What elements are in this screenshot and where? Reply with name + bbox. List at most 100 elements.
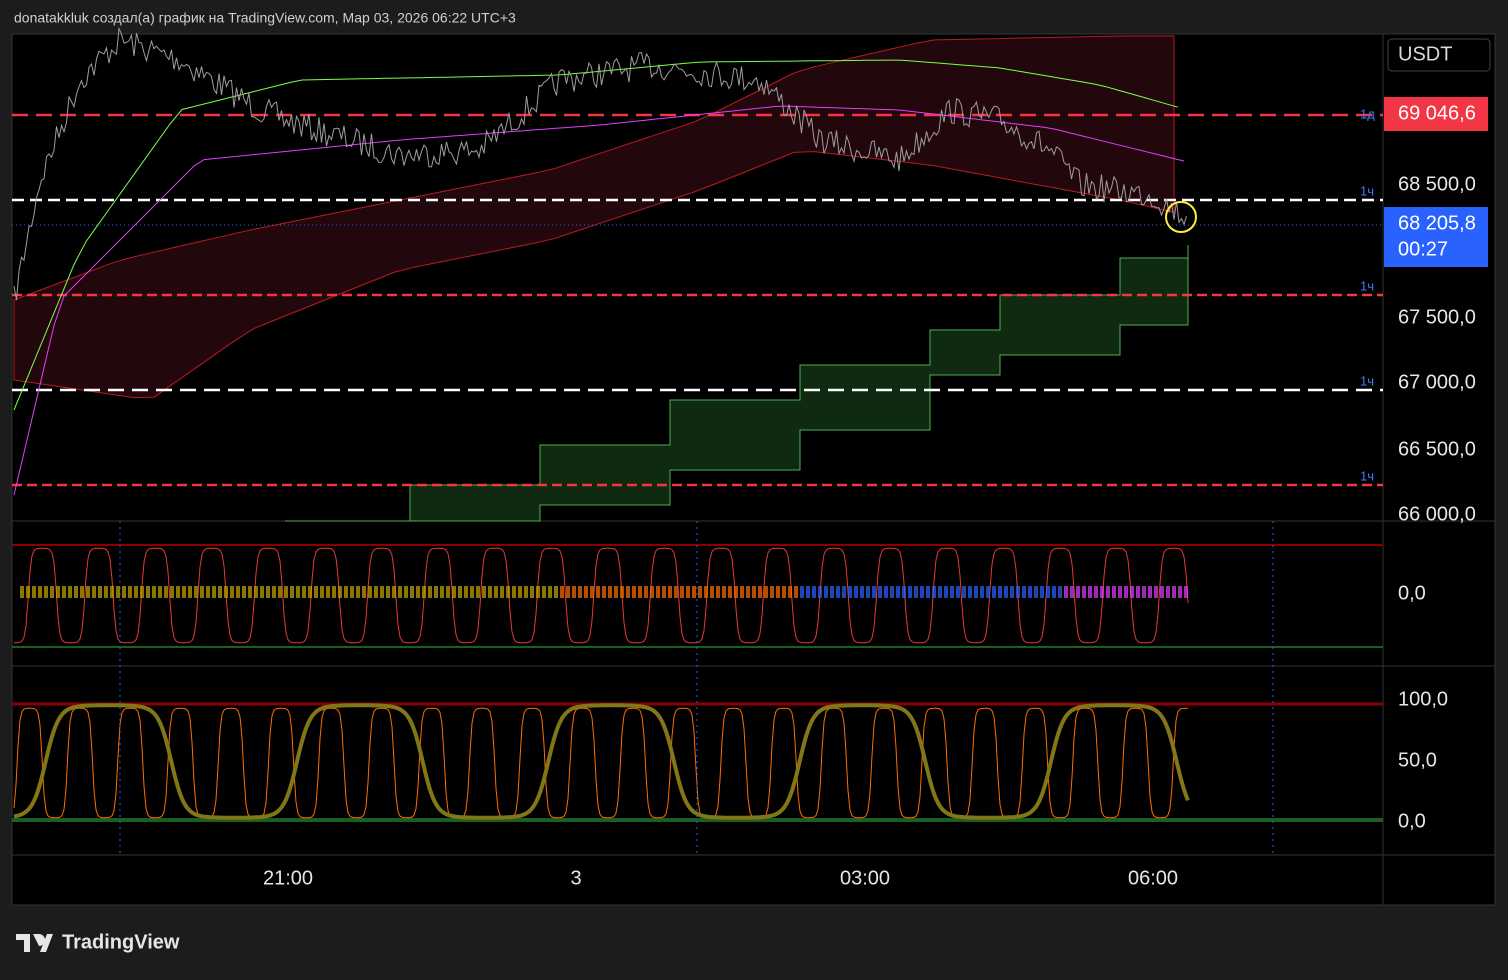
histogram [206, 586, 210, 598]
histogram [1130, 586, 1134, 598]
histogram [854, 586, 858, 598]
osc-label: 0,0 [1398, 810, 1426, 832]
histogram [38, 586, 42, 598]
histogram [716, 586, 720, 598]
osc-label: 0,0 [1398, 582, 1426, 604]
histogram [662, 586, 666, 598]
histogram [1106, 586, 1110, 598]
histogram [812, 586, 816, 598]
histogram [74, 586, 78, 598]
trend-line [13, 59, 1179, 411]
histogram [536, 586, 540, 598]
histogram [428, 586, 432, 598]
histogram [548, 586, 552, 598]
histogram [908, 586, 912, 598]
histogram [20, 586, 24, 598]
histogram [422, 586, 426, 598]
histogram [356, 586, 360, 598]
histogram [98, 586, 102, 598]
histogram [650, 586, 654, 598]
histogram [80, 586, 84, 598]
histogram [860, 586, 864, 598]
histogram [284, 586, 288, 598]
level-badge [1384, 97, 1488, 131]
marker [1165, 201, 1197, 233]
histogram [32, 586, 36, 598]
price-label: 67 500,0 [1398, 306, 1476, 328]
histogram [740, 586, 744, 598]
histogram [572, 586, 576, 598]
histogram [800, 586, 804, 598]
price-label: 66 000,0 [1398, 503, 1476, 525]
histogram [296, 586, 300, 598]
cloud [285, 245, 1189, 522]
logo-icon [16, 934, 53, 952]
histogram [890, 586, 894, 598]
histogram [302, 586, 306, 598]
histogram [1004, 586, 1008, 598]
level-tag: 1д [1360, 106, 1375, 121]
histogram [746, 586, 750, 598]
histogram [26, 586, 30, 598]
histogram [470, 586, 474, 598]
histogram [344, 586, 348, 598]
currency[interactable]: USDT [1398, 43, 1452, 65]
histogram [1112, 586, 1116, 598]
histogram [458, 586, 462, 598]
histogram [668, 586, 672, 598]
histogram [866, 586, 870, 598]
histogram [956, 586, 960, 598]
histogram [788, 586, 792, 598]
time-label: 21:00 [263, 867, 313, 889]
histogram [374, 586, 378, 598]
histogram [398, 586, 402, 598]
histogram [110, 586, 114, 598]
histogram [56, 586, 60, 598]
histogram [500, 586, 504, 598]
histogram [920, 586, 924, 598]
histogram [128, 586, 132, 598]
histogram [878, 586, 882, 598]
histogram [704, 586, 708, 598]
histogram [614, 586, 618, 598]
histogram [722, 586, 726, 598]
histogram [44, 586, 48, 598]
oscillator-line [13, 703, 1190, 820]
histogram [674, 586, 678, 598]
histogram [734, 586, 738, 598]
histogram [950, 586, 954, 598]
histogram [272, 586, 276, 598]
histogram [446, 586, 450, 598]
histogram [566, 586, 570, 598]
price-label: 66 500,0 [1398, 438, 1476, 460]
plots [12, 26, 1383, 855]
histogram [188, 586, 192, 598]
histogram [578, 586, 582, 598]
histogram [962, 586, 966, 598]
histogram [242, 586, 246, 598]
price [13, 26, 1187, 301]
time-label: 06:00 [1128, 867, 1178, 889]
histogram [596, 586, 600, 598]
histogram [1046, 586, 1050, 598]
brand: TradingView [62, 931, 180, 953]
histogram [692, 586, 696, 598]
level-tag: 1ч [1360, 468, 1374, 483]
histogram [530, 586, 534, 598]
histogram [1058, 586, 1062, 598]
histogram [350, 586, 354, 598]
last-price-badge [1384, 207, 1488, 267]
histogram [392, 586, 396, 598]
histogram [728, 586, 732, 598]
histogram [1136, 586, 1140, 598]
histogram [680, 586, 684, 598]
time-label: 3 [570, 867, 581, 889]
histogram [602, 586, 606, 598]
histogram [62, 586, 66, 598]
histogram [518, 586, 522, 598]
currency-button[interactable] [1387, 38, 1491, 72]
histogram [776, 586, 780, 598]
histogram [488, 586, 492, 598]
time-label: 03:00 [840, 867, 890, 889]
